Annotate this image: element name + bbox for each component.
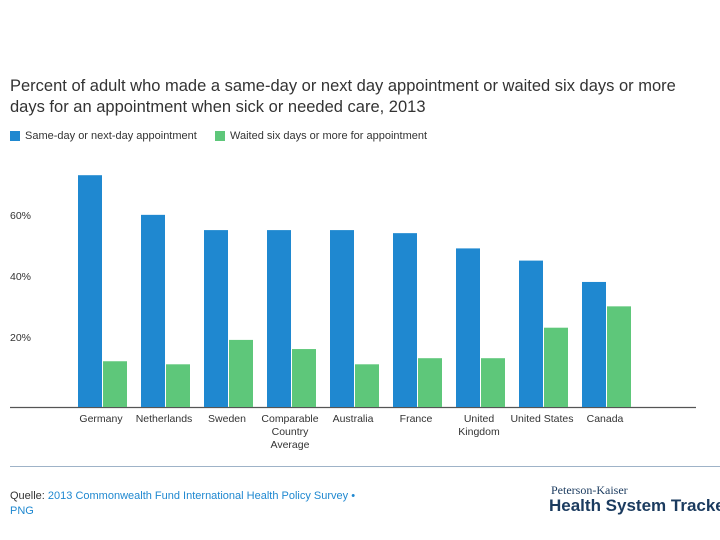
bar bbox=[607, 306, 631, 407]
bar bbox=[166, 364, 190, 407]
x-tick-label: Germany bbox=[79, 413, 123, 425]
bar bbox=[330, 230, 354, 407]
chart-title: Percent of adult who made a same-day or … bbox=[10, 77, 676, 116]
bar bbox=[355, 364, 379, 407]
x-tick-label: France bbox=[399, 413, 433, 425]
legend-label: Same-day or next-day appointment bbox=[25, 130, 197, 142]
bar bbox=[229, 339, 253, 407]
x-tick-label: United States bbox=[510, 413, 574, 425]
y-tick-label: 60% bbox=[10, 210, 32, 222]
bar bbox=[141, 214, 165, 407]
bar bbox=[481, 358, 505, 407]
source-text: 2013 Commonwealth Fund International Hea… bbox=[10, 490, 356, 517]
bar bbox=[519, 260, 543, 407]
y-tick-label: 40% bbox=[10, 271, 32, 283]
x-tick-label: Sweden bbox=[208, 413, 246, 425]
bar bbox=[544, 327, 568, 407]
bar bbox=[456, 248, 480, 407]
bar bbox=[292, 349, 316, 407]
legend-item: Waited six days or more for appointment bbox=[215, 130, 427, 142]
legend-swatch bbox=[10, 131, 20, 141]
bar bbox=[78, 175, 102, 407]
x-tick-label: Netherlands bbox=[135, 413, 193, 425]
source-label: Quelle: bbox=[10, 490, 45, 502]
x-tick-label: Australia bbox=[332, 413, 374, 425]
x-tick-label: United Kingdom bbox=[458, 413, 500, 438]
legend-item: Same-day or next-day appointment bbox=[10, 130, 197, 142]
logo-top: Peterson-Kaiser bbox=[551, 483, 628, 497]
source: Quelle: 2013 Commonwealth Fund Internati… bbox=[10, 489, 370, 519]
bar bbox=[582, 281, 606, 407]
bar bbox=[204, 230, 228, 407]
x-tick-label: Canada bbox=[586, 413, 624, 425]
bar bbox=[393, 233, 417, 407]
legend-swatch bbox=[215, 131, 225, 141]
bar bbox=[418, 358, 442, 407]
legend-label: Waited six days or more for appointment bbox=[230, 130, 428, 142]
logo-main: Health System Tracker bbox=[549, 496, 720, 515]
bar bbox=[103, 361, 127, 407]
bar bbox=[267, 230, 291, 407]
y-tick-label: 20% bbox=[10, 332, 32, 344]
x-tick-label: Comparable Country Average bbox=[261, 413, 319, 451]
